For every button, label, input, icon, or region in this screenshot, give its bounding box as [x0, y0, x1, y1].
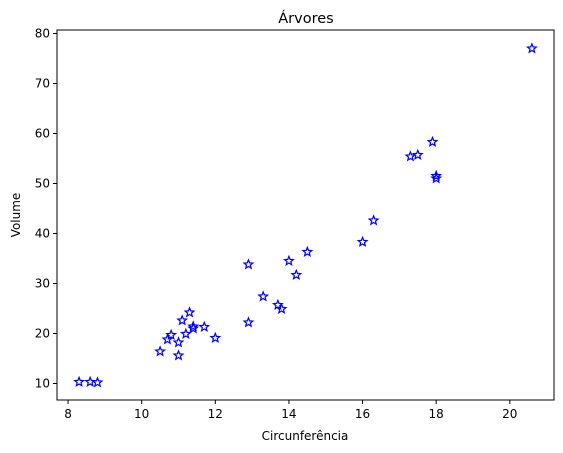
- data-point-star: [187, 322, 200, 334]
- data-point-star: [161, 333, 174, 345]
- data-point-star: [165, 328, 178, 341]
- chart-title: Árvores: [278, 10, 333, 27]
- data-point-star: [525, 42, 538, 54]
- data-point-star: [301, 245, 314, 258]
- y-tick-label: 80: [35, 27, 50, 41]
- data-point-star: [430, 169, 443, 182]
- data-point-star: [242, 316, 255, 328]
- x-tick-label: 20: [502, 407, 517, 421]
- data-point-star: [242, 258, 255, 270]
- data-point-star: [91, 376, 104, 388]
- data-point-star: [257, 290, 270, 302]
- y-tick-label: 50: [35, 177, 50, 191]
- data-point-star: [411, 148, 424, 161]
- data-point-star: [172, 336, 185, 348]
- y-tick-label: 20: [35, 327, 50, 341]
- y-tick-label: 60: [35, 127, 50, 141]
- plot-area: [56, 29, 555, 401]
- data-points: [73, 42, 538, 388]
- data-point-star: [275, 302, 288, 315]
- data-point-star: [187, 320, 200, 332]
- data-point-star: [176, 314, 189, 326]
- data-point-star: [183, 306, 196, 318]
- x-tick-label: 10: [134, 407, 149, 421]
- data-point-star: [356, 235, 369, 248]
- data-point-star: [290, 268, 303, 281]
- data-point-star: [404, 150, 417, 162]
- x-tick-label: 8: [64, 407, 72, 421]
- x-tick-label: 18: [429, 407, 444, 421]
- data-point-star: [154, 345, 167, 357]
- data-point-star: [283, 254, 295, 267]
- data-point-star: [198, 320, 211, 333]
- x-tick-label: 12: [208, 407, 223, 421]
- data-point-star: [367, 214, 380, 226]
- x-axis-label: Circunferência: [262, 429, 349, 443]
- data-point-star: [179, 327, 192, 340]
- y-tick-label: 10: [35, 377, 50, 391]
- x-tick-label: 16: [355, 407, 370, 421]
- data-point-star: [209, 331, 222, 344]
- data-point-star: [73, 375, 86, 388]
- x-tick-label: 14: [281, 407, 296, 421]
- data-point-star: [426, 135, 439, 148]
- y-tick-label: 30: [35, 277, 50, 291]
- data-point-star: [430, 172, 443, 184]
- x-axis: 8 10 12 14 16 18 20: [64, 400, 517, 421]
- y-tick-label: 40: [35, 227, 50, 241]
- y-axis-label: Volume: [9, 193, 23, 238]
- y-axis: 10 20 30 40 50 60 70 80: [35, 27, 57, 391]
- data-point-star: [172, 349, 185, 361]
- y-tick-label: 70: [35, 77, 50, 91]
